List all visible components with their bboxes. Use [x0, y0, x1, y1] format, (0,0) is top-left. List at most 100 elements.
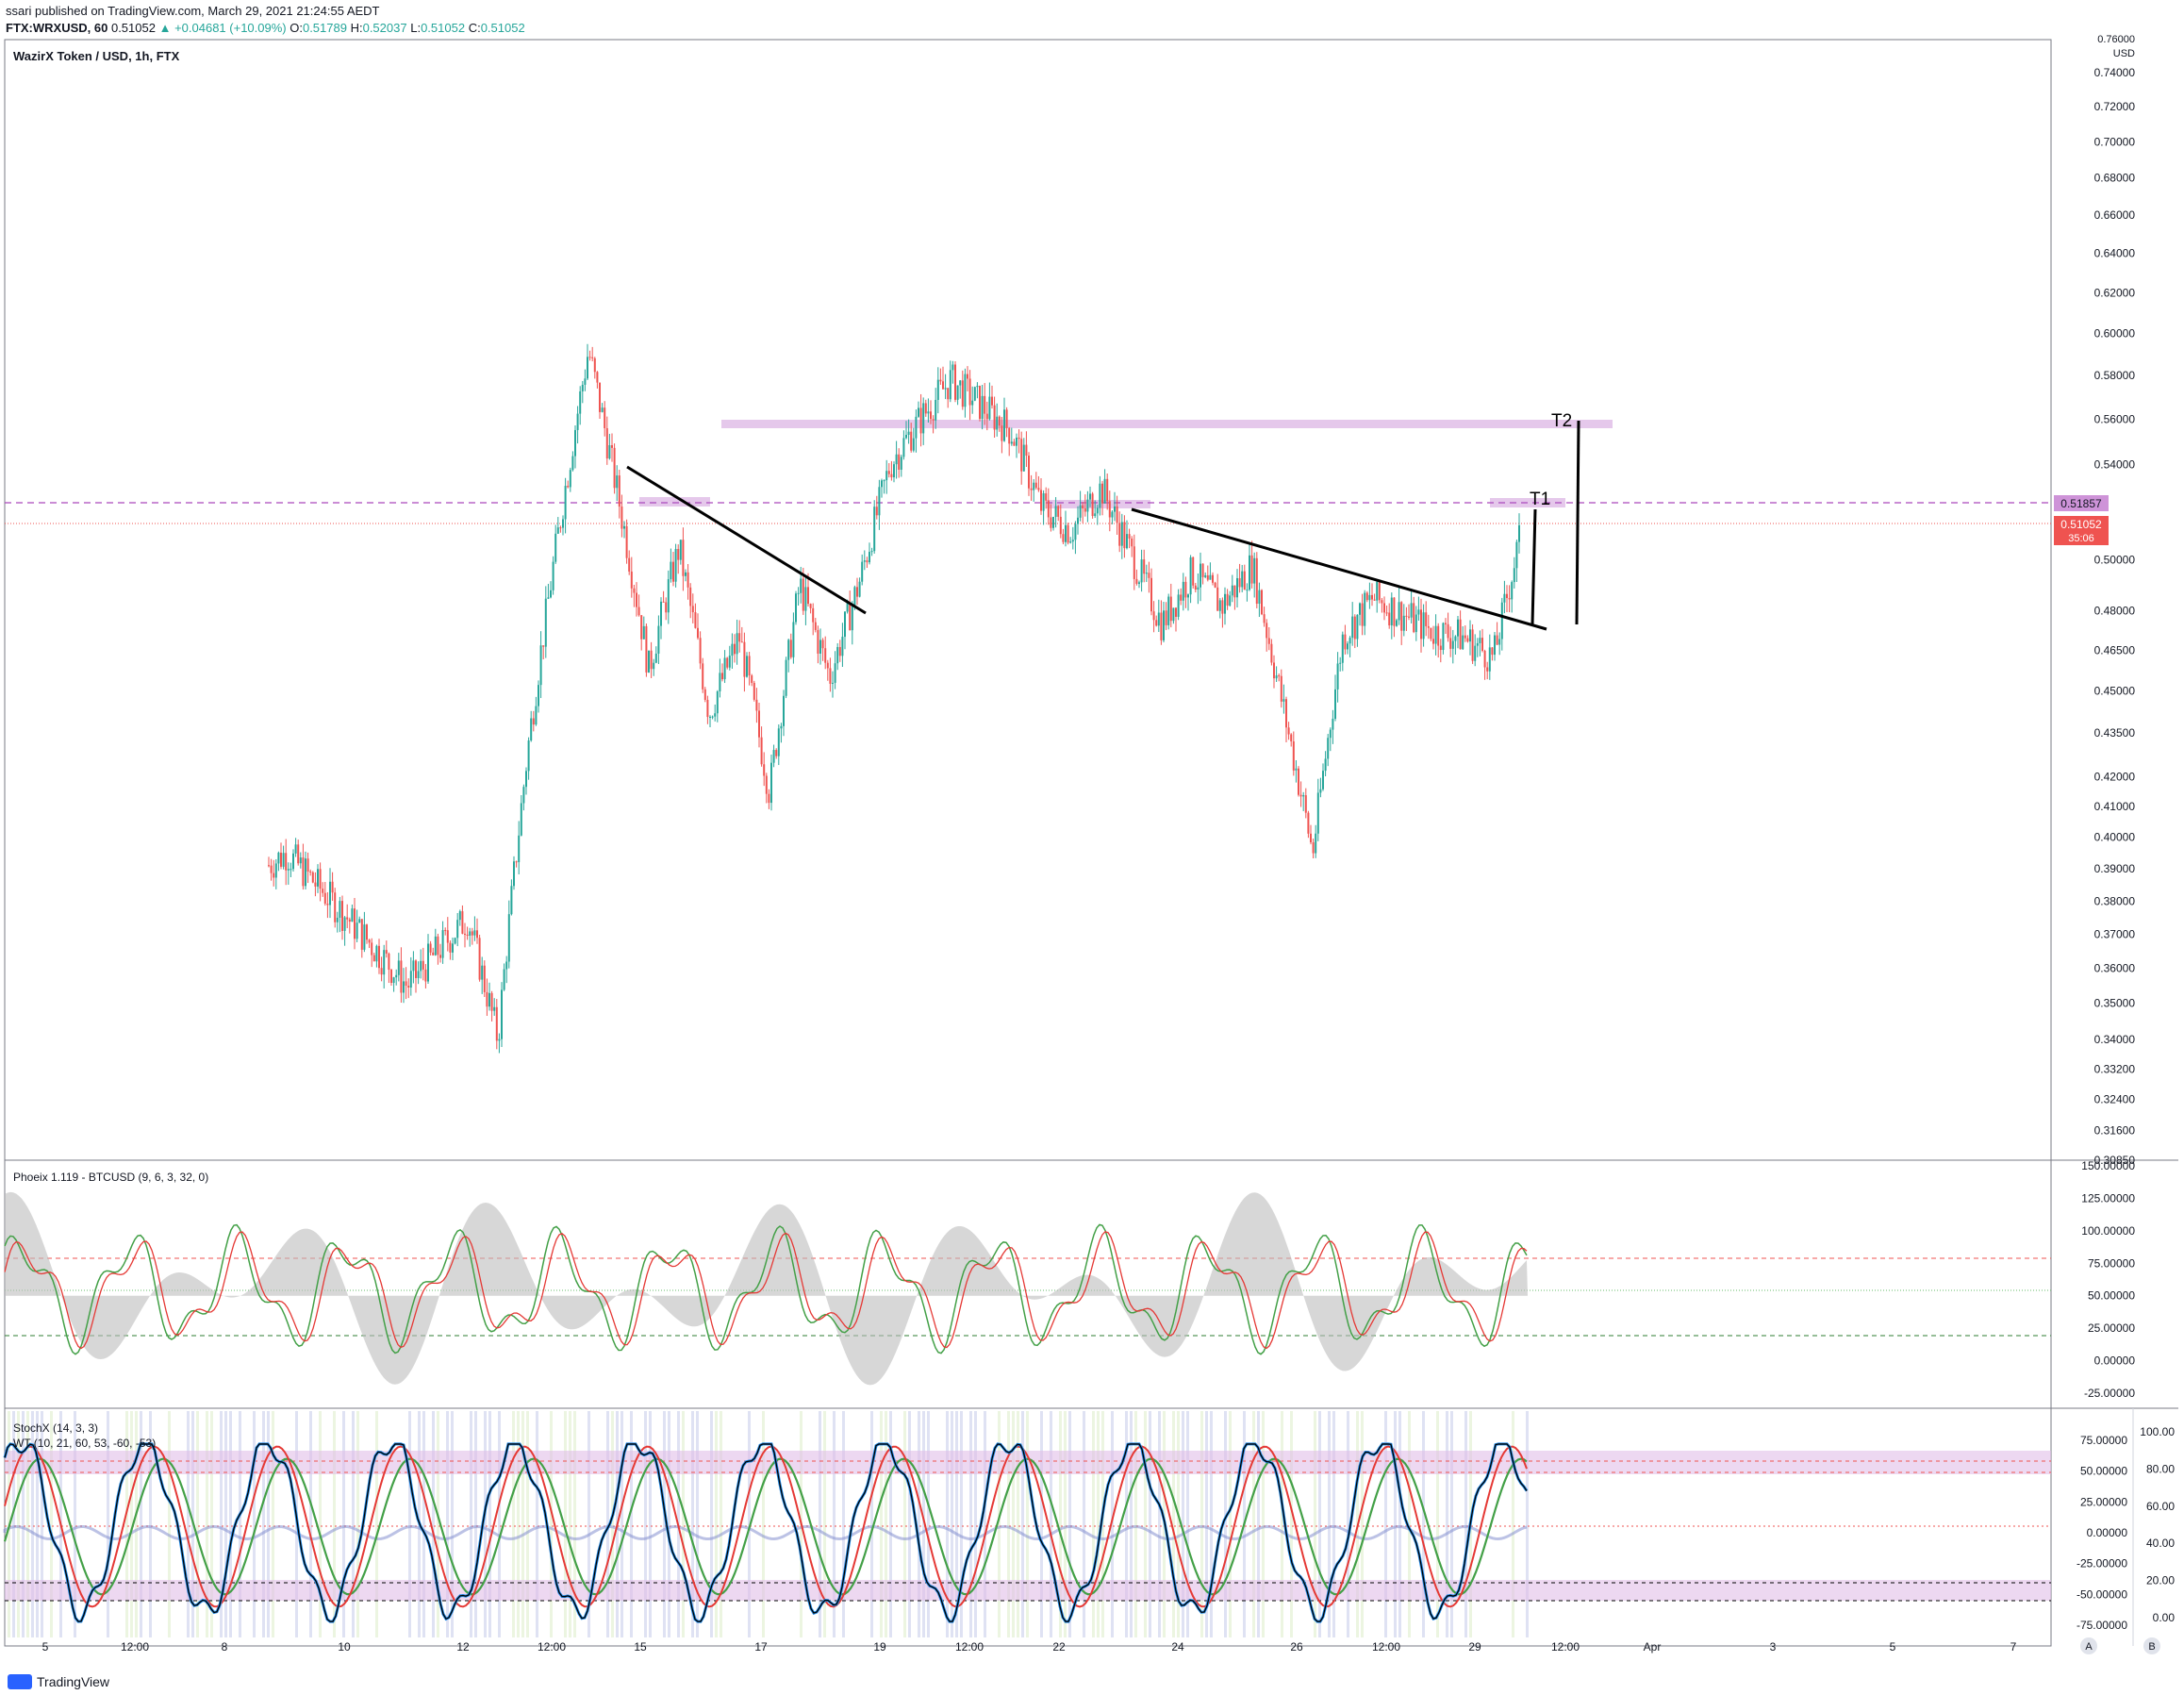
- stoch-bg-bar: [1177, 1411, 1180, 1637]
- stoch-axis[interactable]: 75.00000 50.00000 25.00000 0.00000 -25.00000…: [2076, 1425, 2175, 1632]
- candle-body: [834, 663, 836, 683]
- stoch-bg-bar: [696, 1411, 699, 1637]
- price-tick: 0.56000: [2094, 412, 2136, 425]
- candle-body: [1042, 493, 1045, 511]
- symbol-label[interactable]: FTX:WRXUSD, 60: [6, 21, 108, 35]
- second-scale-button[interactable]: [2143, 1637, 2160, 1654]
- candle-body: [1135, 578, 1138, 584]
- candle-body: [1381, 600, 1383, 604]
- candle-body: [795, 593, 797, 623]
- candle-body: [1065, 524, 1067, 542]
- stoch-bg-bar: [710, 1411, 713, 1637]
- trendline-1[interactable]: [626, 465, 867, 615]
- candle-body: [1030, 488, 1033, 490]
- candle-body: [510, 886, 513, 915]
- candle-body: [452, 943, 454, 953]
- candle-body: [1250, 555, 1253, 584]
- candle-body: [902, 438, 905, 457]
- candle-body: [802, 578, 804, 611]
- candle-body: [1052, 516, 1054, 528]
- stoch-bg-bar: [1262, 1411, 1265, 1637]
- low-label: L:: [410, 21, 422, 35]
- candle-body: [1138, 582, 1140, 584]
- auto-scale-button[interactable]: [2080, 1637, 2097, 1654]
- stoch-green-line: [3, 1457, 1528, 1596]
- candle-body: [1359, 603, 1361, 615]
- stoch-bg-bar: [1281, 1411, 1283, 1637]
- candle-body: [640, 615, 643, 640]
- candle-body: [380, 968, 383, 975]
- stoch-bg-bar: [1210, 1411, 1213, 1637]
- candle-body: [1307, 812, 1310, 834]
- candle-body: [1481, 638, 1483, 652]
- candle-body: [924, 403, 927, 414]
- candle-body: [844, 611, 846, 638]
- trendline-2[interactable]: [1131, 507, 1547, 631]
- candle-body: [397, 960, 400, 975]
- stoch-bg-bar: [488, 1411, 491, 1637]
- time-axis[interactable]: 5 12:00 8 10 12 12:00 15 17 19 12:00 22 24 26 12:00 29…: [42, 1640, 2017, 1653]
- candle-body: [329, 881, 331, 906]
- phoeix-grey-area: [5, 1191, 1528, 1386]
- candle-body: [530, 718, 533, 741]
- target-zone-t2[interactable]: [721, 420, 1613, 428]
- phoeix-green-line: [4, 1223, 1528, 1355]
- stoch-bg-bar: [1200, 1411, 1203, 1637]
- t2-projection-line[interactable]: [1575, 420, 1580, 625]
- stoch-bg-bar: [1092, 1411, 1095, 1637]
- time-tick: 5: [42, 1640, 49, 1653]
- candle-body: [838, 646, 841, 656]
- time-tick: 12:00: [1372, 1640, 1400, 1653]
- candle-body: [706, 699, 709, 718]
- time-tick: 12: [456, 1640, 470, 1653]
- stoch-bg-bar: [12, 1411, 15, 1637]
- stoch-red-line: [4, 1445, 1528, 1608]
- candle-body: [550, 590, 552, 598]
- candle-body: [587, 357, 588, 379]
- time-tick: 3: [1770, 1640, 1777, 1653]
- price-axis[interactable]: 0.74000 0.72000 0.70000 0.68000 0.66000 0.640…: [2094, 66, 2136, 1167]
- candle-body: [407, 986, 410, 988]
- stoch-bg-bar: [187, 1411, 190, 1637]
- t1-label: T1: [1530, 490, 1550, 509]
- candle-body: [1508, 598, 1511, 600]
- candle-body: [1143, 559, 1146, 574]
- candle-body: [1216, 587, 1219, 611]
- stoch-bg-bar: [1257, 1411, 1260, 1637]
- candle-body: [481, 965, 484, 980]
- candle-body: [1383, 603, 1385, 613]
- candle-body: [486, 991, 488, 1007]
- candle-body: [760, 737, 763, 765]
- candle-body: [1332, 719, 1334, 730]
- candle-body: [1447, 623, 1449, 639]
- candle-body: [746, 656, 748, 677]
- candle-body: [334, 892, 337, 922]
- candle-body: [1329, 729, 1332, 739]
- stoch-bg-bar: [135, 1411, 138, 1637]
- stoch-bg-bar: [903, 1411, 906, 1637]
- candle-body: [620, 507, 623, 529]
- resistance-zone-2[interactable]: [1047, 500, 1150, 508]
- stoch-bg-bar: [1059, 1411, 1062, 1637]
- candle-body: [552, 561, 554, 590]
- candle-body: [1243, 571, 1246, 590]
- candle-body: [427, 943, 429, 982]
- candle-body: [1479, 638, 1481, 643]
- t1-projection-line[interactable]: [1530, 508, 1537, 625]
- candle-body: [1057, 506, 1060, 517]
- candle-body: [809, 604, 812, 608]
- candle-body: [444, 930, 447, 932]
- resistance-zone-1[interactable]: [639, 497, 710, 507]
- time-tick: Apr: [1644, 1640, 1662, 1653]
- candle-body: [513, 861, 515, 887]
- stoch-bg-bar: [470, 1411, 472, 1637]
- candle-body: [1437, 625, 1440, 646]
- stoch-bg-bar: [1172, 1411, 1175, 1637]
- phoeix-axis[interactable]: 150.00000 125.00000 100.00000 75.00000 50.00…: [2081, 1159, 2135, 1400]
- candle-body: [1466, 638, 1469, 642]
- tradingview-logo-icon: [8, 1674, 32, 1689]
- tradingview-logo[interactable]: TradingView: [8, 1674, 109, 1689]
- candle-body: [682, 540, 685, 576]
- last-price-text: 0.51052: [2060, 518, 2102, 531]
